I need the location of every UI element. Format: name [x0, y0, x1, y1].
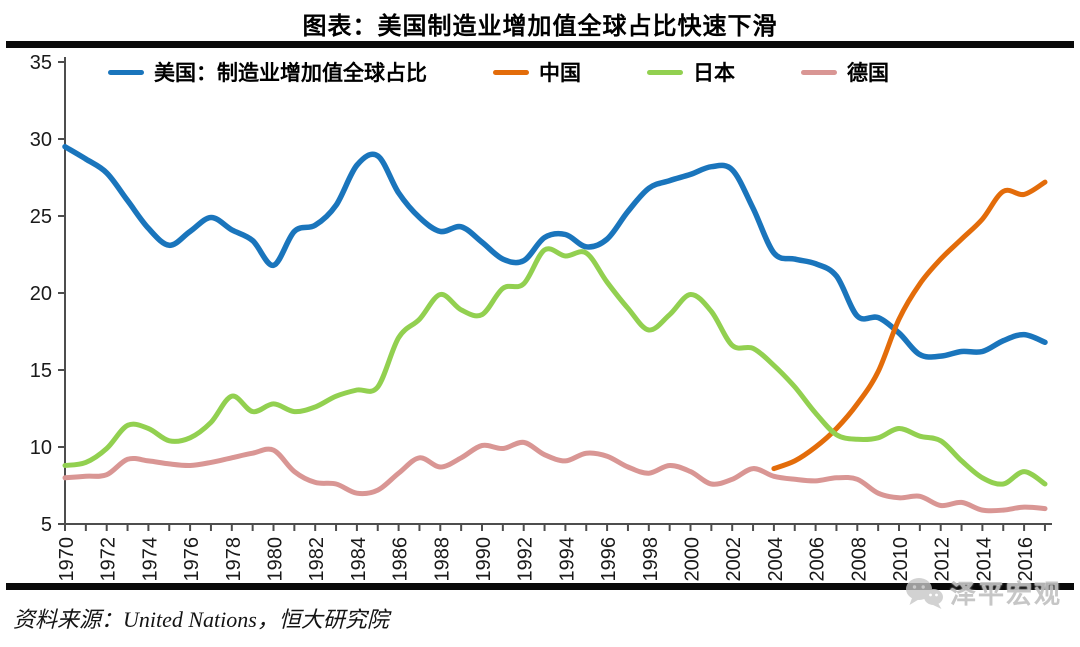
legend-swatch-germany [801, 69, 837, 75]
x-tick-label: 1984 [348, 537, 370, 582]
y-tick-label: 20 [30, 283, 52, 305]
x-tick-label: 2002 [723, 537, 745, 582]
x-tick-label: 1994 [556, 537, 578, 582]
x-tick-label: 1978 [223, 537, 245, 582]
x-tick-label: 1972 [98, 537, 120, 582]
bottom-divider [6, 583, 1074, 590]
legend-label-germany: 德国 [847, 62, 889, 85]
legend-label-china: 中国 [539, 62, 581, 85]
legend-label-japan: 日本 [693, 62, 735, 85]
x-tick-label: 2000 [682, 537, 704, 582]
x-tick-label: 1988 [431, 537, 453, 582]
legend-item-germany: 德国 [801, 57, 889, 87]
wechat-icon [905, 577, 943, 609]
y-tick-label: 15 [30, 360, 52, 382]
legend-item-us: 美国：制造业增加值全球占比 [108, 57, 427, 87]
x-tick-label: 2006 [807, 537, 829, 582]
x-tick-label: 1974 [139, 537, 161, 582]
legend-swatch-china [493, 69, 529, 75]
x-tick-label: 1982 [306, 537, 328, 582]
page-title: 图表：美国制造业增加值全球占比快速下滑 [302, 13, 778, 40]
legend-item-japan: 日本 [647, 57, 735, 87]
legend-swatch-us [108, 69, 144, 75]
x-tick-label: 2010 [890, 537, 912, 582]
x-tick-label: 2012 [932, 537, 954, 582]
y-tick-label: 30 [30, 129, 52, 151]
x-tick-label: 1980 [265, 537, 287, 582]
legend-item-china: 中国 [493, 57, 581, 87]
legend: 美国：制造业增加值全球占比 中国 日本 德国 [108, 57, 889, 87]
y-tick-label: 10 [30, 437, 52, 459]
x-tick-label: 2014 [973, 537, 995, 582]
x-tick-label: 1990 [473, 537, 495, 582]
series-line-china [771, 179, 1048, 472]
series-line-japan [62, 246, 1048, 487]
x-tick-label: 1986 [390, 537, 412, 582]
legend-label-us: 美国：制造业增加值全球占比 [154, 62, 427, 85]
watermark-text: 泽平宏观 [949, 579, 1062, 609]
y-tick-label: 35 [30, 52, 52, 74]
y-tick-label: 5 [41, 514, 52, 536]
x-tick-label: 1976 [181, 537, 203, 582]
series-line-us [62, 143, 1048, 360]
x-tick-label: 1998 [640, 537, 662, 582]
x-tick-label: 2008 [848, 537, 870, 582]
legend-swatch-japan [647, 69, 683, 75]
top-divider [6, 41, 1074, 48]
x-tick-label: 1996 [598, 537, 620, 582]
x-tick-label: 1970 [56, 537, 78, 582]
y-tick-label: 25 [30, 206, 52, 228]
series-line-germany [62, 439, 1048, 514]
source-note: 资料来源：United Nations，恒大研究院 [13, 607, 389, 632]
x-tick-label: 2004 [765, 537, 787, 582]
x-tick-label: 1992 [515, 537, 537, 582]
x-tick-label: 2016 [1015, 537, 1037, 582]
watermark: 泽平宏观 [904, 574, 1062, 611]
